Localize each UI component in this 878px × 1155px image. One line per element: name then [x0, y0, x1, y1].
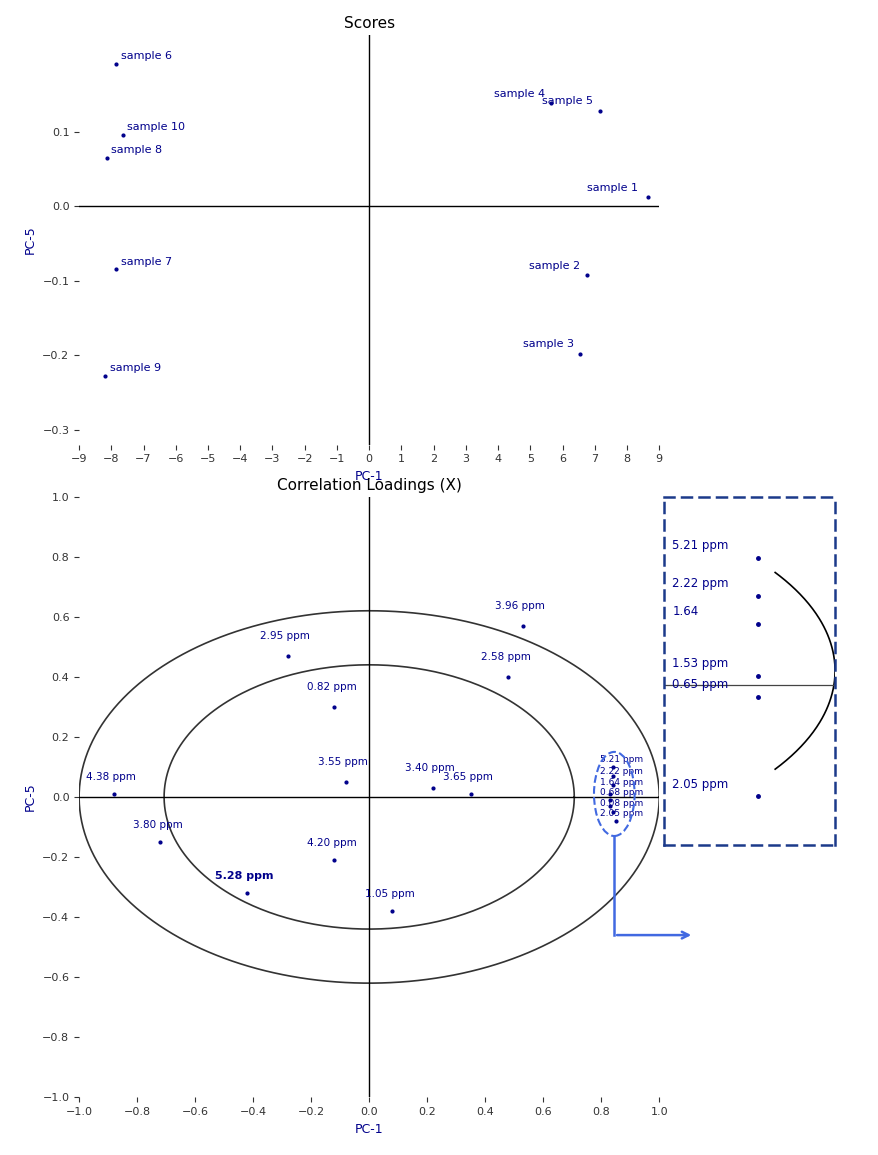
Text: 3.55 ppm: 3.55 ppm — [318, 757, 368, 767]
Text: 4.20 ppm: 4.20 ppm — [306, 839, 356, 848]
Text: 2.95 ppm: 2.95 ppm — [260, 631, 310, 641]
Title: Scores: Scores — [343, 16, 394, 31]
Text: 5.28 ppm: 5.28 ppm — [215, 871, 273, 881]
Text: 0.68 ppm: 0.68 ppm — [599, 789, 643, 797]
Text: 2.05 ppm: 2.05 ppm — [672, 777, 728, 790]
Text: 5.21 ppm: 5.21 ppm — [599, 755, 642, 765]
X-axis label: PC-1: PC-1 — [355, 1123, 383, 1135]
Text: 2.22 ppm: 2.22 ppm — [599, 767, 642, 776]
Text: 3.80 ppm: 3.80 ppm — [133, 820, 182, 830]
Y-axis label: PC-5: PC-5 — [24, 225, 37, 254]
Text: 4.38 ppm: 4.38 ppm — [86, 772, 136, 782]
Text: 1.64 ppm: 1.64 ppm — [599, 778, 642, 787]
Text: sample 10: sample 10 — [127, 122, 185, 133]
Text: sample 1: sample 1 — [587, 182, 637, 193]
Text: 0.08 ppm: 0.08 ppm — [599, 799, 643, 808]
Text: sample 7: sample 7 — [121, 256, 172, 267]
Text: sample 8: sample 8 — [112, 144, 162, 155]
Text: sample 4: sample 4 — [493, 89, 544, 99]
Text: 0.82 ppm: 0.82 ppm — [306, 681, 356, 692]
Text: 1.64: 1.64 — [672, 605, 698, 618]
Text: 0.65 ppm: 0.65 ppm — [672, 678, 728, 691]
Text: 1.05 ppm: 1.05 ppm — [364, 889, 414, 899]
Text: 2.22 ppm: 2.22 ppm — [672, 578, 728, 590]
Text: 3.96 ppm: 3.96 ppm — [494, 601, 544, 611]
Text: sample 6: sample 6 — [121, 52, 172, 61]
Text: 2.05 ppm: 2.05 ppm — [599, 810, 642, 819]
Text: sample 5: sample 5 — [542, 96, 593, 106]
Text: 3.40 ppm: 3.40 ppm — [405, 763, 455, 773]
Text: 3.65 ppm: 3.65 ppm — [443, 772, 493, 782]
Text: 5.21 ppm: 5.21 ppm — [672, 539, 728, 552]
Y-axis label: PC-5: PC-5 — [24, 783, 37, 811]
Text: sample 3: sample 3 — [522, 340, 573, 349]
Text: 1.53 ppm: 1.53 ppm — [672, 657, 728, 670]
Text: 2.58 ppm: 2.58 ppm — [480, 651, 529, 662]
Title: Correlation Loadings (X): Correlation Loadings (X) — [277, 478, 461, 493]
Text: sample 2: sample 2 — [529, 261, 579, 271]
Text: sample 9: sample 9 — [110, 363, 161, 373]
X-axis label: PC-1: PC-1 — [355, 470, 383, 483]
